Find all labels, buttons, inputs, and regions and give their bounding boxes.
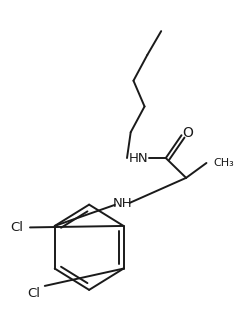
- Text: CH₃: CH₃: [214, 158, 235, 168]
- Text: NH: NH: [113, 197, 132, 210]
- Text: Cl: Cl: [11, 221, 24, 234]
- Text: HN: HN: [128, 152, 148, 165]
- Text: Cl: Cl: [27, 287, 40, 300]
- Text: O: O: [182, 126, 193, 140]
